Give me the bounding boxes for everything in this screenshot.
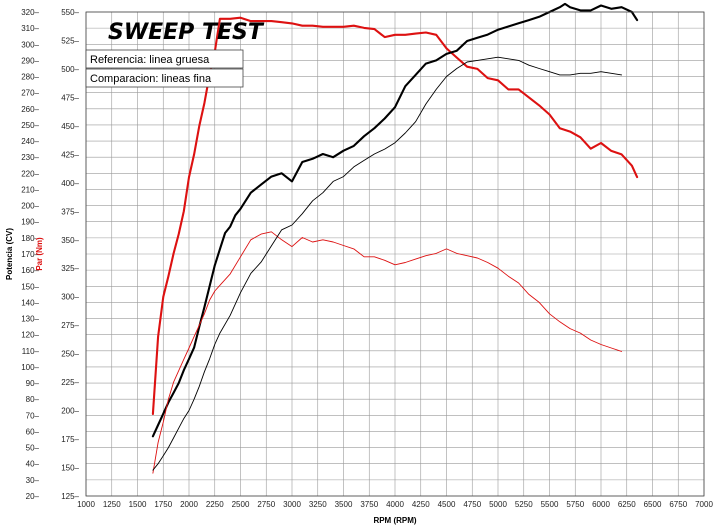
x-tick-label: 1750 xyxy=(154,500,172,509)
x-axis-title: RPM (RPM) xyxy=(373,516,416,525)
torque-tick-label: 425– xyxy=(61,150,79,159)
x-tick-label: 2250 xyxy=(206,500,224,509)
power-tick-label: 70– xyxy=(26,411,40,420)
y-axis-title-power: Potencia (CV) xyxy=(5,228,14,280)
power-tick-label: 50– xyxy=(26,444,40,453)
power-tick-label: 80– xyxy=(26,395,40,404)
power-tick-label: 250– xyxy=(21,121,39,130)
x-tick-label: 7000 xyxy=(695,500,713,509)
power-tick-label: 240– xyxy=(21,137,39,146)
power-tick-label: 260– xyxy=(21,105,39,114)
torque-line-reference xyxy=(151,16,639,416)
torque-tick-label: 400– xyxy=(61,179,79,188)
chart-title: SWEEP TEST xyxy=(108,20,265,45)
power-tick-label: 320– xyxy=(21,8,39,17)
grid xyxy=(85,11,705,497)
power-tick-label: 140– xyxy=(21,298,39,307)
torque-line-comparison xyxy=(152,231,623,474)
x-tick-label: 6500 xyxy=(644,500,662,509)
legend-entry-reference: Referencia: linea gruesa xyxy=(90,54,210,66)
x-tick-label: 5500 xyxy=(541,500,559,509)
x-tick-label: 4250 xyxy=(412,500,430,509)
power-tick-label: 200– xyxy=(21,202,39,211)
torque-tick-label: 200– xyxy=(61,407,79,416)
x-tick-label: 3500 xyxy=(335,500,353,509)
x-tick-label: 3000 xyxy=(283,500,301,509)
x-tick-label: 1250 xyxy=(103,500,121,509)
power-tick-label: 110– xyxy=(22,347,40,356)
power-tick-label: 230– xyxy=(21,153,39,162)
torque-tick-label: 225– xyxy=(61,378,79,387)
power-tick-label: 280– xyxy=(21,73,39,82)
series-layer xyxy=(151,2,639,474)
legend: Referencia: linea gruesa Comparacion: li… xyxy=(85,49,244,88)
torque-tick-label: 525– xyxy=(61,36,79,45)
torque-tick-label: 500– xyxy=(61,65,79,74)
power-tick-label: 190– xyxy=(21,218,39,227)
tick-labels: 1000 1250 1500 1750 2000 2250 2500 2750 3000 3250… xyxy=(21,8,713,509)
x-tick-label: 5250 xyxy=(515,500,533,509)
power-tick-label: 90– xyxy=(26,379,40,388)
power-tick-label: 180– xyxy=(21,234,39,243)
torque-tick-label: 450– xyxy=(61,122,79,131)
power-tick-label: 40– xyxy=(26,460,40,469)
legend-entry-comparison: Comparacion: lineas fina xyxy=(90,73,212,85)
power-tick-label: 130– xyxy=(21,315,39,324)
x-tick-label: 1000 xyxy=(77,500,95,509)
power-tick-label: 290– xyxy=(21,56,39,65)
power-tick-label: 20– xyxy=(26,492,40,501)
power-tick-label: 170– xyxy=(21,250,39,259)
torque-tick-label: 250– xyxy=(61,350,79,359)
x-tick-label: 4500 xyxy=(438,500,456,509)
legend-box-reference xyxy=(85,49,244,69)
power-tick-label: 220– xyxy=(21,169,39,178)
torque-tick-label: 175– xyxy=(61,435,79,444)
plot-frame xyxy=(85,11,705,497)
x-tick-label: 6000 xyxy=(592,500,610,509)
torque-tick-label: 300– xyxy=(61,293,79,302)
power-tick-label: 150– xyxy=(21,282,39,291)
power-tick-label: 30– xyxy=(26,476,40,485)
torque-tick-label: 325– xyxy=(61,264,79,273)
torque-tick-label: 150– xyxy=(61,464,79,473)
torque-tick-label: 275– xyxy=(61,321,79,330)
x-tick-label: 2000 xyxy=(180,500,198,509)
x-tick-label: 2500 xyxy=(232,500,250,509)
power-tick-label: 270– xyxy=(21,89,39,98)
power-tick-label: 310– xyxy=(21,24,39,33)
torque-tick-label: 375– xyxy=(61,207,79,216)
torque-tick-label: 350– xyxy=(61,236,79,245)
power-line-reference xyxy=(151,2,639,438)
x-tick-label: 5750 xyxy=(566,500,584,509)
x-tick-label: 1500 xyxy=(129,500,147,509)
x-tick-label: 4000 xyxy=(386,500,404,509)
x-tick-label: 6750 xyxy=(669,500,687,509)
torque-tick-label: 550– xyxy=(61,8,79,17)
power-tick-label: 210– xyxy=(21,185,39,194)
power-tick-label: 120– xyxy=(21,331,39,340)
x-tick-label: 4750 xyxy=(463,500,481,509)
power-tick-label: 160– xyxy=(21,266,39,275)
legend-box-comparison xyxy=(85,68,244,88)
x-tick-label: 2750 xyxy=(257,500,275,509)
power-tick-label: 300– xyxy=(21,40,39,49)
power-tick-label: 100– xyxy=(21,363,39,372)
torque-tick-label: 475– xyxy=(61,93,79,102)
torque-tick-label: 125– xyxy=(61,492,79,501)
x-tick-label: 5000 xyxy=(489,500,507,509)
x-tick-label: 3250 xyxy=(309,500,327,509)
x-tick-label: 3750 xyxy=(360,500,378,509)
y-axis-title-torque: Par (Nm) xyxy=(35,237,44,271)
x-tick-label: 6250 xyxy=(618,500,636,509)
power-tick-label: 60– xyxy=(26,427,40,436)
power-line-comparison xyxy=(152,56,623,471)
